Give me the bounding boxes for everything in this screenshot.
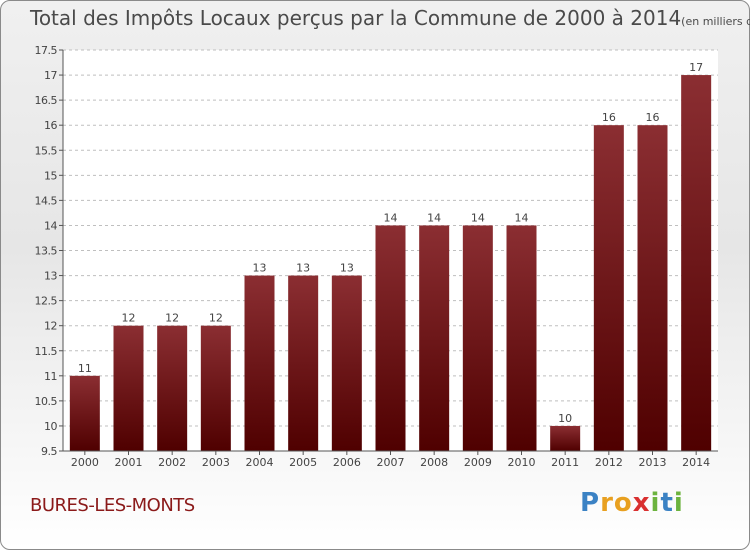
- x-tick-label: 2007: [377, 456, 405, 469]
- x-tick-label: 2001: [115, 456, 143, 469]
- y-tick-label: 11.5: [35, 345, 58, 358]
- data-label: 17: [689, 61, 703, 74]
- logo-letter: o: [613, 488, 633, 518]
- logo-letter: P: [580, 488, 601, 518]
- chart-subtitle: (en milliers d'€): [681, 15, 750, 28]
- data-label: 10: [558, 412, 572, 425]
- data-label: 13: [253, 262, 267, 275]
- y-tick-label: 17: [44, 69, 57, 82]
- x-tick-label: 2013: [639, 456, 667, 469]
- bar: [419, 225, 450, 451]
- bar: [69, 375, 100, 451]
- data-label: 13: [340, 262, 354, 275]
- y-tick-label: 12.5: [35, 295, 58, 308]
- bar: [462, 225, 493, 451]
- y-tick-label: 13: [44, 270, 57, 283]
- y-tick-label: 12: [44, 320, 57, 333]
- data-label: 14: [471, 211, 485, 224]
- chart-title-text: Total des Impôts Locaux perçus par la Co…: [30, 6, 682, 30]
- commune-name: BURES-LES-MONTS: [30, 495, 195, 516]
- x-tick-label: 2003: [202, 456, 230, 469]
- y-tick-label: 14: [44, 219, 57, 232]
- chart-title: Total des Impôts Locaux perçus par la Co…: [30, 6, 750, 30]
- data-label: 13: [296, 262, 310, 275]
- x-tick-label: 2000: [71, 456, 99, 469]
- data-label: 14: [427, 211, 441, 224]
- bar: [550, 425, 581, 451]
- data-label: 14: [384, 211, 398, 224]
- x-tick-label: 2006: [333, 456, 361, 469]
- logo-letter: r: [600, 488, 614, 518]
- bar: [593, 125, 624, 451]
- bar: [506, 225, 537, 451]
- x-tick-label: 2014: [682, 456, 710, 469]
- y-tick-label: 10.5: [35, 395, 58, 408]
- x-tick-label: 2005: [289, 456, 317, 469]
- y-tick-label: 16: [44, 119, 57, 132]
- logo-letter: i: [673, 488, 684, 518]
- data-label: 14: [515, 211, 529, 224]
- y-tick-label: 15.5: [35, 144, 58, 157]
- data-label: 12: [165, 312, 179, 325]
- y-tick-label: 17.5: [35, 44, 58, 57]
- logo-letter: t: [660, 488, 674, 518]
- bar: [331, 275, 362, 451]
- y-tick-label: 13.5: [35, 245, 58, 258]
- data-label: 11: [78, 362, 92, 375]
- bar: [157, 325, 188, 451]
- y-tick-label: 14.5: [35, 194, 58, 207]
- proxiti-logo: Proxiti: [580, 488, 684, 518]
- y-tick-label: 16.5: [35, 94, 58, 107]
- y-tick-label: 10: [44, 420, 57, 433]
- data-label: 12: [209, 312, 223, 325]
- x-tick-label: 2002: [158, 456, 186, 469]
- x-tick-label: 2009: [464, 456, 492, 469]
- bar: [375, 225, 406, 451]
- x-tick-label: 2011: [551, 456, 579, 469]
- y-tick-label: 15: [44, 169, 57, 182]
- logo-letter: i: [650, 488, 661, 518]
- y-tick-label: 11: [44, 370, 57, 383]
- y-tick-label: 9.5: [41, 445, 57, 458]
- x-tick-label: 2008: [420, 456, 448, 469]
- bar: [200, 325, 231, 451]
- x-tick-label: 2012: [595, 456, 623, 469]
- bar-chart: 9.5 10 10.5 11 11.5 12 12.5 13 13.5 14 14.5 15 15.5 1…: [35, 44, 718, 469]
- bar: [288, 275, 319, 451]
- data-label: 12: [122, 312, 136, 325]
- bar: [113, 325, 144, 451]
- x-tick-label: 2010: [508, 456, 536, 469]
- bar: [681, 75, 712, 451]
- data-label: 16: [602, 111, 616, 124]
- bar: [637, 125, 668, 451]
- logo-letter: x: [632, 488, 651, 518]
- x-tick-label: 2004: [246, 456, 274, 469]
- data-label: 16: [646, 111, 660, 124]
- bar: [244, 275, 275, 451]
